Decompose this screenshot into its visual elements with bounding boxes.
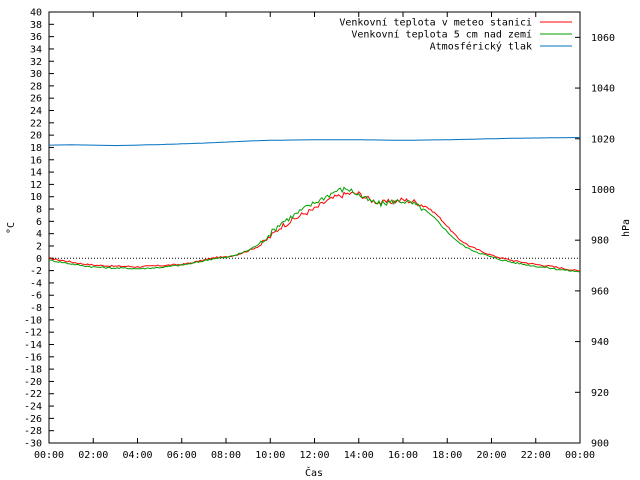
y-tick-label-right: 1000 [591, 185, 615, 196]
y-tick-label-right: 940 [591, 337, 609, 348]
y-tick-label-left: 34 [30, 44, 42, 55]
y-tick-label-left: 36 [30, 32, 42, 43]
y-tick-label-left: -14 [24, 340, 42, 351]
x-tick-label: 18:00 [432, 450, 462, 461]
y-tick-label-left: -26 [24, 414, 42, 425]
y-tick-label-left: -20 [24, 377, 42, 388]
y-tick-label-left: 28 [30, 81, 42, 92]
y-tick-label-left: -8 [30, 303, 42, 314]
y-tick-label-left: -16 [24, 352, 42, 363]
y-tick-label-left: 20 [30, 131, 42, 142]
y-tick-label-right: 980 [591, 236, 609, 247]
y-tick-label-right: 960 [591, 286, 609, 297]
y-tick-label-left: -2 [30, 266, 42, 277]
y-tick-label-left: 10 [30, 192, 42, 203]
y-axis-right-label: hPa [621, 219, 632, 237]
y-tick-label-right: 900 [591, 439, 609, 450]
x-axis-label: Čas [305, 466, 323, 479]
y-tick-label-left: -12 [24, 328, 42, 339]
y-tick-label-left: 32 [30, 57, 42, 68]
y-tick-label-left: -4 [30, 278, 42, 289]
y-tick-label-left: -22 [24, 389, 42, 400]
y-tick-label-left: -10 [24, 315, 42, 326]
y-tick-label-left: -24 [24, 402, 42, 413]
y-tick-label-left: 22 [30, 118, 42, 129]
y-tick-label-left: 14 [30, 168, 42, 179]
x-tick-label: 20:00 [476, 450, 506, 461]
x-tick-label: 04:00 [122, 450, 152, 461]
x-tick-label: 10:00 [255, 450, 285, 461]
y-tick-label-left: -6 [30, 291, 42, 302]
x-tick-label: 12:00 [299, 450, 329, 461]
y-tick-label-left: -18 [24, 365, 42, 376]
series-line [48, 186, 580, 273]
y-tick-label-left: 8 [36, 205, 42, 216]
y-tick-label-right: 1060 [591, 33, 615, 44]
y-tick-label-right: 920 [591, 388, 609, 399]
x-tick-label: 08:00 [211, 450, 241, 461]
series-line [48, 191, 581, 272]
y-tick-label-left: 6 [36, 217, 42, 228]
y-tick-label-left: 18 [30, 143, 42, 154]
x-tick-label: 02:00 [78, 450, 108, 461]
ticks: 4038363432302826242220181614121086420-2-… [24, 8, 615, 462]
y-tick-label-left: -30 [24, 439, 42, 450]
legend: Venkovní teplota v meteo staniciVenkovní… [339, 17, 572, 53]
y-tick-label-left: 4 [36, 229, 42, 240]
y-tick-label-left: 2 [36, 241, 42, 252]
series-line [49, 137, 580, 147]
legend-label: Venkovní teplota 5 cm nad zemí [351, 29, 532, 41]
y-tick-label-left: 38 [30, 20, 42, 31]
plot-border [48, 11, 581, 444]
y-tick-label-left: 24 [30, 106, 42, 117]
y-tick-label-left: 0 [36, 254, 42, 265]
legend-label: Atmosférický tlak [430, 41, 532, 53]
y-tick-label-left: 26 [30, 94, 42, 105]
y-tick-label-left: 12 [30, 180, 42, 191]
series [48, 137, 581, 273]
x-tick-label: 22:00 [521, 450, 551, 461]
y-tick-label-right: 1020 [591, 134, 615, 145]
x-tick-label: 00:00 [34, 450, 64, 461]
x-tick-label: 14:00 [344, 450, 374, 461]
y-tick-label-left: -28 [24, 426, 42, 437]
y-tick-label-left: 16 [30, 155, 42, 166]
y-tick-label-left: 30 [30, 69, 42, 80]
x-tick-label: 00:00 [565, 450, 595, 461]
x-tick-label: 06:00 [167, 450, 197, 461]
legend-label: Venkovní teplota v meteo stanici [339, 17, 532, 29]
y-tick-label-left: 40 [30, 8, 42, 19]
x-tick-label: 16:00 [388, 450, 418, 461]
y-axis-left-label: °C [6, 222, 17, 234]
y-tick-label-right: 1040 [591, 84, 615, 95]
